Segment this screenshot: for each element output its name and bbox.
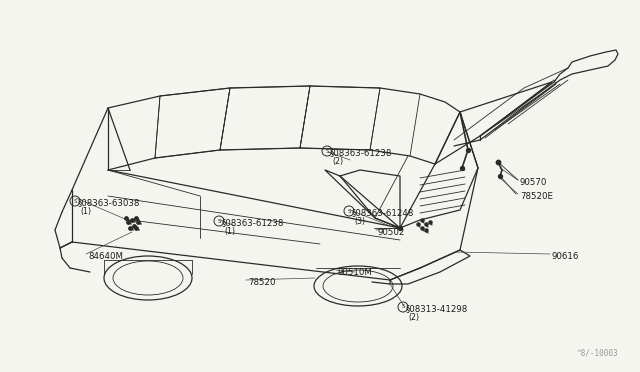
Point [421, 227, 431, 233]
Text: S: S [217, 218, 221, 224]
Point [395, 225, 405, 231]
Point [457, 165, 467, 171]
Point [417, 217, 427, 223]
Point [123, 219, 133, 225]
Text: (3): (3) [354, 217, 365, 226]
Text: 90570: 90570 [520, 178, 547, 187]
Point [413, 221, 423, 227]
Point [493, 159, 503, 165]
Text: S: S [73, 199, 77, 203]
Text: S: S [325, 148, 329, 154]
Point [495, 173, 505, 179]
Point [131, 225, 141, 231]
Text: 78520E: 78520E [520, 192, 553, 201]
Point [121, 215, 131, 221]
Text: (1): (1) [224, 227, 235, 236]
Point [463, 147, 473, 153]
Text: 90510M: 90510M [338, 268, 373, 277]
Text: 84640M: 84640M [88, 252, 123, 261]
Text: §08313-41298: §08313-41298 [406, 304, 468, 313]
Point [421, 221, 431, 227]
Text: (1): (1) [80, 207, 91, 216]
Text: §08363-61238: §08363-61238 [222, 218, 284, 227]
Text: S: S [348, 208, 351, 214]
Text: §08363-61248: §08363-61248 [352, 208, 414, 217]
Text: 90616: 90616 [552, 252, 579, 261]
Text: §08363-61238: §08363-61238 [330, 148, 392, 157]
Point [125, 225, 135, 231]
Text: 78520: 78520 [248, 278, 275, 287]
Text: ^8/-10003: ^8/-10003 [577, 349, 618, 358]
Text: §08363-63038: §08363-63038 [78, 198, 140, 207]
Point [131, 215, 141, 221]
Text: 90502: 90502 [378, 228, 405, 237]
Text: (2): (2) [408, 313, 419, 322]
Text: S: S [401, 305, 404, 310]
Point [129, 223, 139, 229]
Text: (2): (2) [332, 157, 343, 166]
Point [425, 219, 435, 225]
Point [417, 225, 427, 231]
Point [133, 219, 143, 225]
Point [127, 217, 137, 223]
